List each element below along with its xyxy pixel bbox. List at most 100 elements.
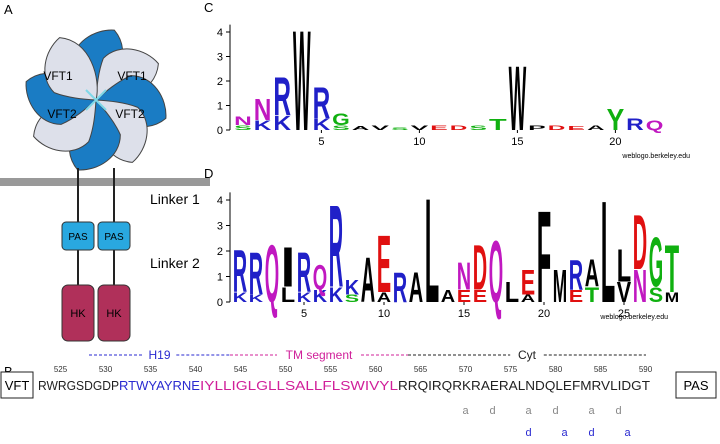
logo-letter: R [249, 239, 263, 307]
residue-number: 540 [189, 365, 203, 374]
hk-box [97, 284, 131, 342]
box-label: VFT [5, 378, 30, 393]
logo-letter: D [473, 233, 487, 304]
logo-letter: R [297, 241, 311, 305]
x-tick-label: 15 [458, 308, 470, 320]
heptad-letter: d [489, 405, 495, 417]
logo-letter: V [371, 124, 390, 132]
heptad-letter: d [552, 405, 558, 417]
residue-number: 530 [99, 365, 113, 374]
logo-letter: R [626, 115, 644, 134]
logo-letter: S [345, 293, 360, 305]
vft-label: VFT1 [117, 69, 147, 83]
logo-letter: K [313, 115, 331, 134]
pas-label: PAS [104, 232, 124, 243]
logo-letter: K [313, 287, 328, 306]
logo-letter: L [617, 240, 631, 292]
residue-number: 525 [54, 365, 68, 374]
logo-letter: R [233, 237, 247, 305]
logo-letter: L [425, 168, 439, 335]
logo-letter: K [345, 276, 359, 299]
pas-seq-box [675, 371, 717, 399]
logo-letter: K [233, 289, 248, 305]
heptad-letter: a [462, 405, 469, 417]
x-tick-label: 5 [318, 136, 324, 148]
logo-letter: E [569, 287, 584, 306]
logo-letter: V [617, 278, 632, 309]
logo-letter: R [273, 67, 291, 127]
logo-letter: I [281, 236, 295, 300]
logo-letter: E [377, 218, 391, 310]
heptad-letter: a [561, 427, 568, 439]
logo-letter: A [587, 124, 605, 132]
pas-box [97, 221, 131, 251]
logo-letter: N [633, 261, 647, 313]
heptad-letter: a [588, 405, 595, 417]
x-tick-label: 20 [609, 136, 621, 148]
logo-letter: K [249, 293, 264, 305]
logo-letter: N [254, 93, 272, 127]
logo-letter: A [377, 289, 392, 305]
box-label: PAS [683, 378, 708, 393]
logo-letter: S [234, 124, 252, 132]
heptad-letter: a [525, 405, 532, 417]
logo-letter: E [457, 287, 472, 306]
logo-letter: M [665, 289, 679, 305]
sequence-segment: RRQIRQRKRAERALNDQLEFMRVLIDGT [398, 378, 650, 393]
heptad-letter: d [525, 427, 531, 439]
credit: weblogo.berkeley.edu [621, 153, 690, 160]
logo-letter: N [457, 254, 471, 298]
logo-letter: A [409, 265, 423, 312]
residue-number: 535 [144, 365, 158, 374]
logo-letter: R [313, 77, 331, 127]
region-label: H19 [148, 348, 170, 362]
y-tick-label: 2 [217, 76, 223, 88]
logo-letter: P [528, 124, 546, 132]
vft-blade [44, 37, 98, 101]
logo-letter: D [548, 124, 566, 132]
logo-letter: A [441, 287, 456, 306]
panel-label: A [4, 2, 13, 17]
region-label: Cyt [518, 348, 537, 362]
panel-label: D [204, 166, 213, 181]
residue-number: 585 [594, 365, 608, 374]
linker-label: Linker 1 [150, 191, 200, 207]
logo-letter: K [329, 284, 343, 307]
pas-label: PAS [68, 232, 88, 243]
heptad-letter: d [588, 427, 594, 439]
pinwheel: VFT1 VFT1 VFT2 VFT2 [25, 29, 167, 171]
y-tick-label: 2 [217, 246, 223, 258]
y-tick-label: 4 [217, 27, 223, 39]
logo-letter: G [332, 110, 350, 129]
y-tick-label: 1 [217, 272, 223, 284]
residue-number: 580 [549, 365, 563, 374]
x-tick-label: 25 [618, 308, 630, 320]
logo-letter: G [649, 224, 663, 303]
logo-letter: A [521, 293, 536, 305]
residue-number: 555 [324, 365, 338, 374]
logo-letter: R [329, 181, 343, 312]
vft-label: VFT1 [43, 69, 73, 83]
logo-letter: W [293, 0, 311, 160]
y-tick-label: 0 [217, 125, 223, 137]
vft-label: VFT2 [115, 107, 145, 121]
credit: weblogo.berkeley.edu [599, 314, 668, 321]
logo-letter: E [567, 126, 585, 132]
x-tick-label: 15 [511, 136, 523, 148]
logo-letter: V [411, 124, 430, 132]
logo-letter: T [665, 231, 679, 307]
logo-letter: S [332, 124, 350, 132]
hinge [85, 89, 107, 111]
logo-letter: Q [646, 119, 664, 134]
y-tick-label: 1 [217, 101, 223, 113]
logo-letter: Y [607, 103, 625, 137]
sequence-segment: RWRGSDGDP [38, 378, 119, 393]
logo-letter: F [537, 183, 551, 330]
membrane [0, 178, 210, 186]
residue-number: 570 [459, 365, 473, 374]
heptad-letter: a [624, 427, 631, 439]
logo-letter: E [521, 264, 535, 303]
vft-box [0, 371, 34, 399]
x-tick-label: 10 [378, 308, 390, 320]
logo-letter: A [352, 126, 370, 132]
